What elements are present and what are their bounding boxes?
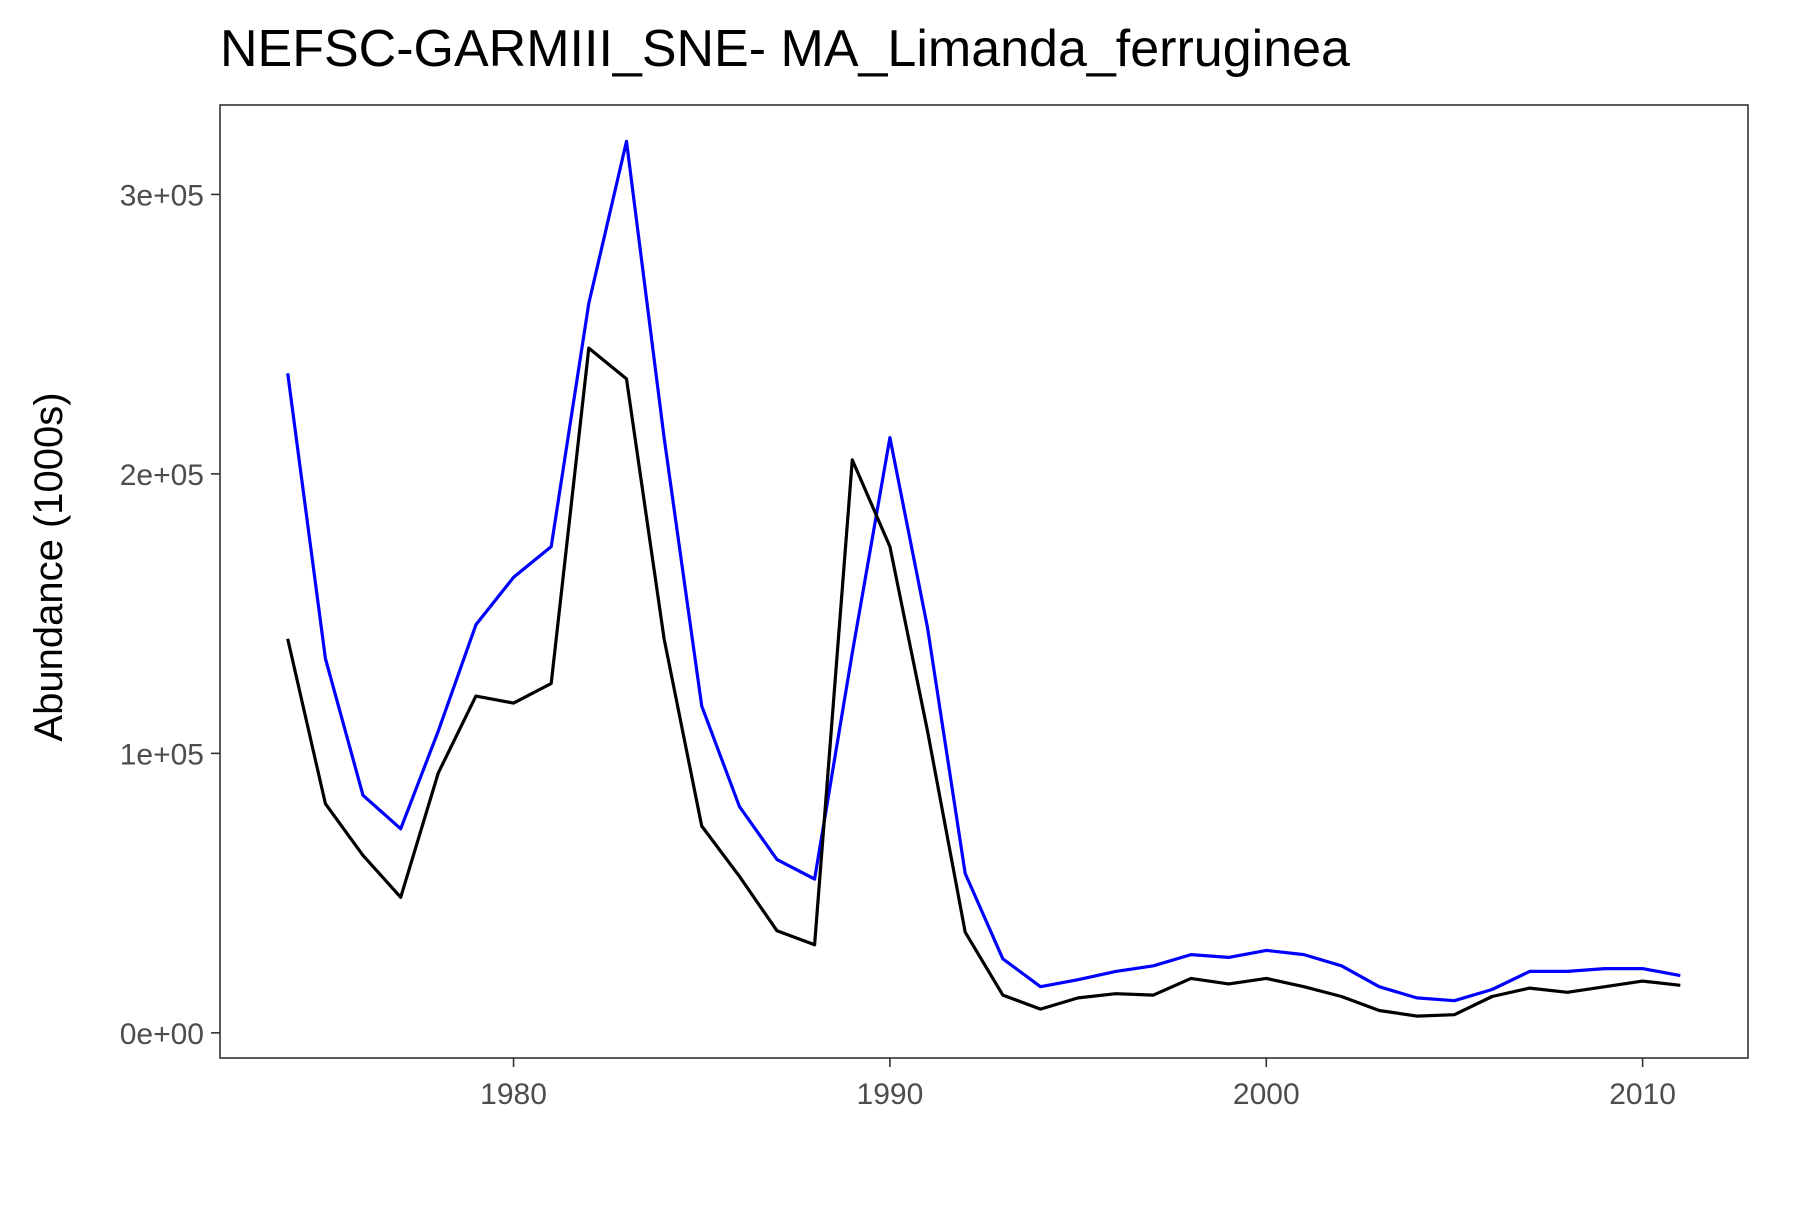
y-tick-label: 2e+05 — [120, 459, 204, 492]
x-tick-label: 2000 — [1233, 1078, 1300, 1111]
series-line-1 — [286, 139, 1681, 1003]
series-line-2 — [286, 346, 1681, 1018]
x-tick-label: 2010 — [1609, 1078, 1676, 1111]
y-tick-label: 0e+00 — [120, 1018, 204, 1051]
y-tick-label: 1e+05 — [120, 738, 204, 771]
y-tick-label: 3e+05 — [120, 179, 204, 212]
x-tick-label: 1980 — [480, 1078, 547, 1111]
y-axis-title: Abundance (1000s) — [27, 392, 71, 741]
chart-title: NEFSC-GARMIII_SNE- MA_Limanda_ferruginea — [220, 20, 1350, 78]
x-tick-label: 1990 — [857, 1078, 924, 1111]
plot-panel-border — [219, 104, 1749, 1059]
